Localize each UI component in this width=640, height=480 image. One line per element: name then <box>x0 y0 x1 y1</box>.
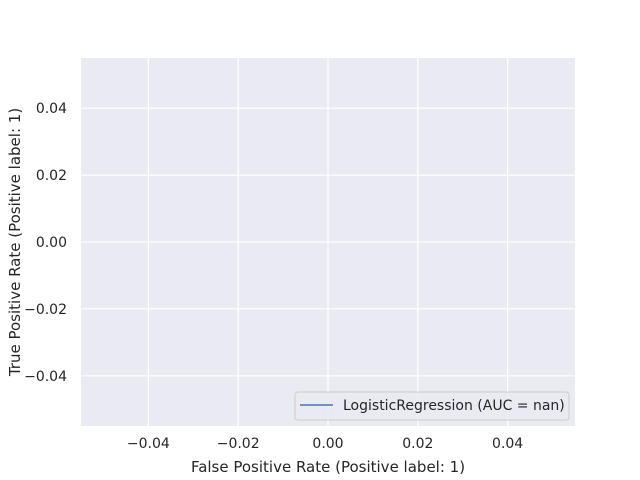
x-tick-label: −0.02 <box>217 436 260 452</box>
y-tick-labels: −0.04 −0.02 0.00 0.02 0.04 <box>24 101 67 385</box>
y-tick-label: −0.04 <box>24 369 67 385</box>
x-axis-label: False Positive Rate (Positive label: 1) <box>191 458 465 476</box>
x-tick-label: 0.00 <box>312 436 343 452</box>
legend-label: LogisticRegression (AUC = nan) <box>343 398 565 414</box>
x-tick-label: −0.04 <box>127 436 170 452</box>
y-tick-label: 0.04 <box>36 101 67 117</box>
y-tick-label: 0.02 <box>36 168 67 184</box>
x-tick-label: 0.02 <box>402 436 433 452</box>
legend: LogisticRegression (AUC = nan) <box>294 391 570 421</box>
x-tick-labels: −0.04 −0.02 0.00 0.02 0.04 <box>127 436 523 452</box>
x-tick-label: 0.04 <box>492 436 523 452</box>
y-axis-label: True Positive Rate (Positive label: 1) <box>6 108 24 377</box>
y-gridlines <box>81 107 575 377</box>
legend-box <box>294 391 570 421</box>
y-tick-label: 0.00 <box>36 235 67 251</box>
y-tick-label: −0.02 <box>24 302 67 318</box>
